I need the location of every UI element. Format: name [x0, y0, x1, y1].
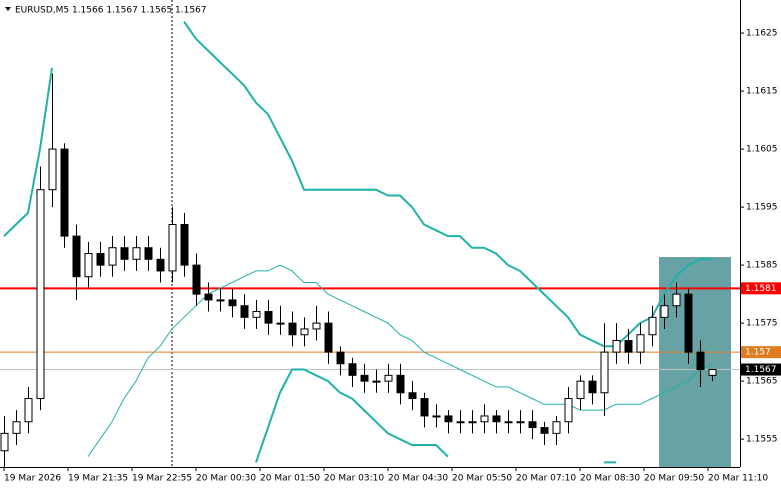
bollinger-band — [255, 368, 616, 464]
candle-body — [564, 398, 573, 423]
y-tick-label: 1.1605 — [746, 145, 778, 155]
candle-body — [36, 189, 45, 400]
x-tick-label: 20 Mar 11:10 — [708, 474, 768, 484]
x-tick-label: 20 Mar 05:50 — [452, 474, 512, 484]
y-tick-label: 1.1565 — [746, 377, 778, 387]
candle-body — [672, 293, 681, 307]
chart-title: EURUSD,M5 1.1566 1.1567 1.1565 1.1567 — [15, 6, 207, 16]
x-tick-label: 20 Mar 00:30 — [196, 474, 256, 484]
zone-rectangle — [659, 257, 731, 467]
candle-body — [228, 299, 237, 307]
candle-body — [264, 311, 273, 324]
x-tick-label: 20 Mar 03:10 — [324, 474, 384, 484]
candle-body — [216, 299, 225, 302]
candle-body — [204, 293, 213, 301]
candle-body — [240, 305, 249, 318]
price-label-box — [741, 363, 781, 376]
x-tick-label: 20 Mar 09:50 — [644, 474, 704, 484]
candle-body — [624, 340, 633, 353]
candle-body — [408, 392, 417, 400]
candle-body — [456, 421, 465, 424]
candle-body — [648, 316, 657, 336]
x-tick-label: 20 Mar 01:50 — [260, 474, 320, 484]
candle-body — [324, 322, 333, 353]
y-tick-label: 1.1575 — [746, 319, 778, 329]
candle-body — [696, 351, 705, 371]
candle-body — [108, 247, 117, 266]
y-tick-label: 1.1595 — [746, 203, 778, 213]
candle-body — [276, 322, 285, 325]
candle-body — [528, 421, 537, 429]
candle-body — [576, 380, 585, 400]
candle-body — [444, 415, 453, 423]
y-tick-label: 1.1615 — [746, 87, 778, 97]
candle-body — [636, 334, 645, 353]
candle-body — [372, 380, 381, 383]
candle-body — [516, 421, 525, 424]
y-tick-label: 1.1625 — [746, 29, 778, 39]
bollinger-band — [3, 20, 712, 348]
price-label-box — [741, 346, 781, 359]
candle-body — [684, 293, 693, 353]
bollinger-band — [87, 264, 713, 457]
candle-body — [432, 415, 441, 418]
x-tick-label: 20 Mar 07:10 — [516, 474, 576, 484]
candle-body — [192, 264, 201, 295]
x-tick-label: 19 Mar 22:55 — [132, 474, 192, 484]
price-label: 1.1567 — [745, 365, 777, 375]
x-tick-label: 19 Mar 2026 — [4, 474, 61, 484]
y-tick-label: 1.1555 — [746, 435, 778, 445]
candle-body — [384, 374, 393, 382]
candle-body — [588, 380, 597, 394]
candle-body — [540, 427, 549, 434]
candle-body — [252, 311, 261, 318]
price-label: 1.157 — [745, 348, 771, 358]
candle-body — [336, 351, 345, 365]
candle-body — [612, 340, 621, 353]
candle-body — [156, 258, 165, 272]
candle-body — [552, 421, 561, 434]
candle-body — [600, 351, 609, 394]
candle-body — [132, 247, 141, 260]
y-tick-label: 1.1585 — [746, 261, 778, 271]
candle-body — [24, 398, 33, 423]
candle-body — [48, 148, 57, 191]
x-tick-label: 20 Mar 08:30 — [580, 474, 640, 484]
x-tick-label: 19 Mar 21:35 — [68, 474, 128, 484]
candle-body — [0, 432, 9, 452]
price-label-box — [741, 282, 781, 295]
candle-body — [660, 305, 669, 318]
candle-body — [288, 322, 297, 336]
candle-body — [12, 421, 21, 434]
candle-body — [300, 328, 309, 336]
candle-body — [84, 253, 93, 278]
candle-body — [480, 415, 489, 423]
candle-body — [72, 235, 81, 278]
candle-body — [144, 247, 153, 260]
candle-body — [396, 374, 405, 394]
candle-body — [60, 148, 69, 237]
candle-body — [492, 415, 501, 423]
candle-body — [504, 421, 513, 424]
candle-body — [312, 322, 321, 330]
menu-triangle[interactable] — [5, 7, 11, 11]
plot-area — [0, 20, 740, 467]
x-tick-label: 20 Mar 04:30 — [388, 474, 448, 484]
candle-body — [420, 398, 429, 417]
candle-body — [348, 363, 357, 376]
candle-body — [96, 253, 105, 266]
candle-body — [180, 224, 189, 266]
candle-body — [360, 374, 369, 382]
candle-body — [708, 369, 717, 376]
candle-body — [120, 247, 129, 260]
price-label: 1.1581 — [745, 284, 777, 294]
candle-body — [468, 421, 477, 424]
candle-body — [168, 224, 177, 272]
